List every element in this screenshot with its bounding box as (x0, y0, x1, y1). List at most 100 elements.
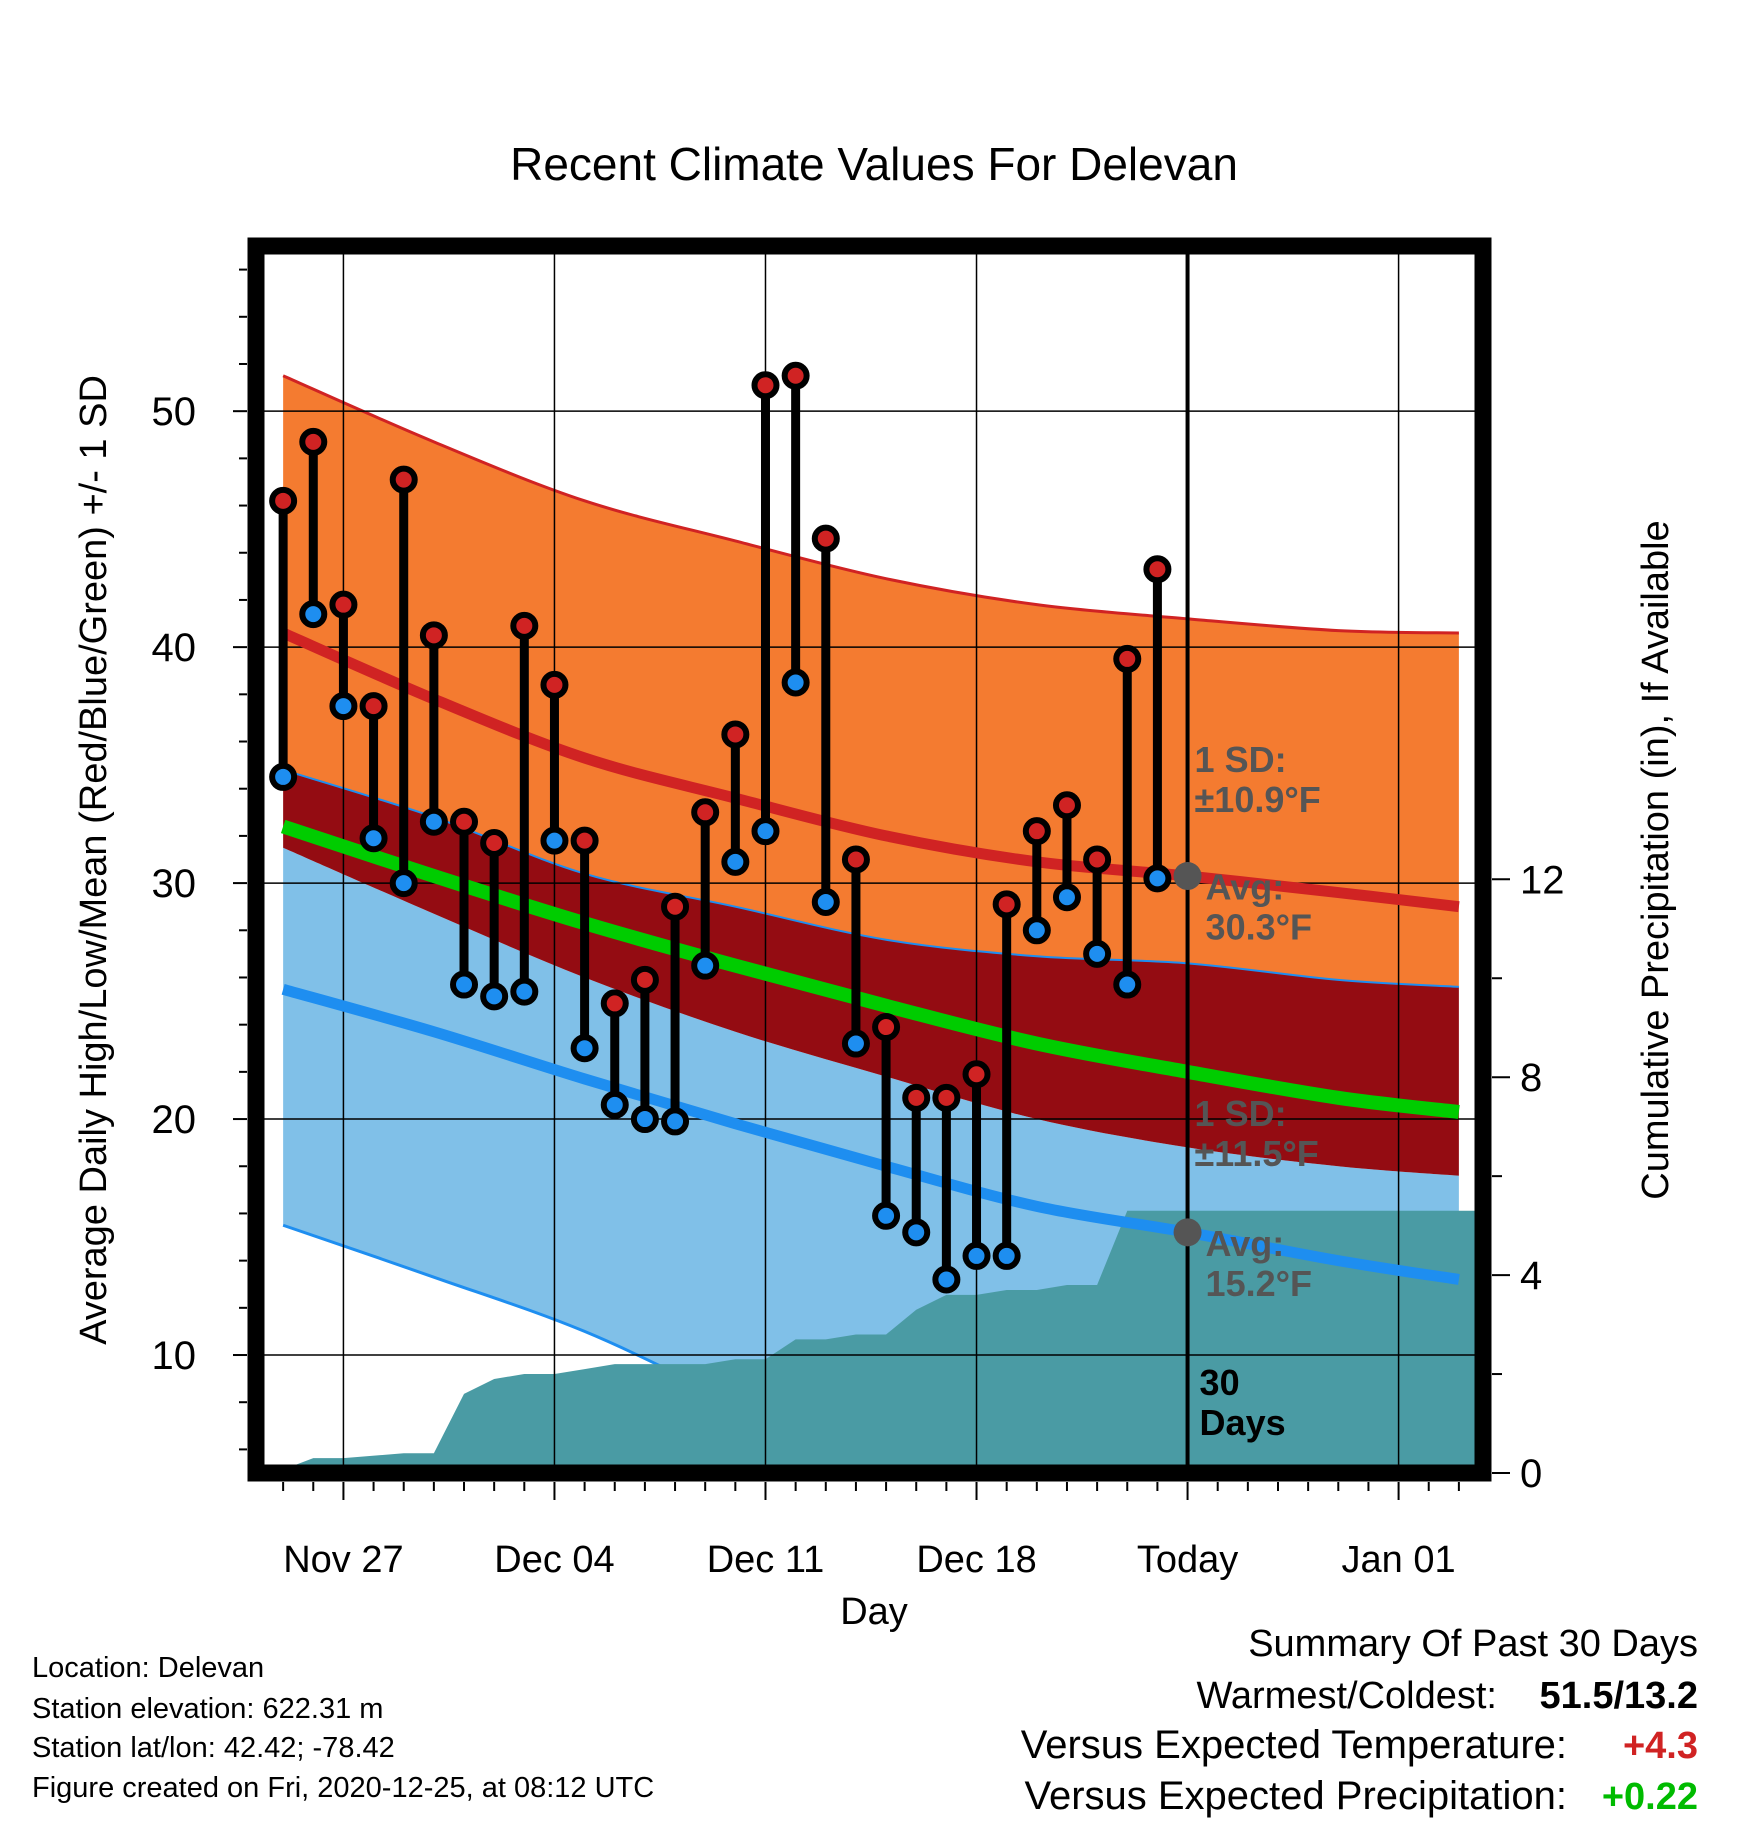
daily-high-point (299, 427, 328, 456)
daily-high-point (630, 965, 659, 994)
summary-precip-label: Versus Expected Precipitation: (1024, 1774, 1567, 1818)
info-location: Location: Delevan (32, 1652, 264, 1684)
high-plus-sd-edge (282, 374, 1459, 635)
low-sd-annotation: 1 SD:±11.5°F (1195, 1093, 1319, 1174)
y2-axis-label: Cumulative Precipitation (in), If Availa… (1635, 520, 1677, 1199)
daily-high-point (359, 692, 388, 721)
daily-high-point (600, 989, 629, 1018)
low-avg-annotation: Avg:15.2°F (1206, 1223, 1312, 1304)
daily-high-point (329, 590, 358, 619)
daily-high-point (480, 828, 509, 857)
daily-low-point (389, 869, 418, 898)
daily-low-point (721, 847, 750, 876)
x-tick-label: Dec 18 (916, 1539, 1036, 1581)
days-annotation-value: Days (1200, 1402, 1286, 1443)
daily-low-point (329, 692, 358, 721)
daily-high-point (781, 361, 810, 390)
high-sd-annotation-value: ±10.9°F (1195, 779, 1321, 820)
y2-tick-label: 4 (1520, 1254, 1542, 1298)
y-tick-label: 20 (152, 1098, 197, 1142)
x-tick-label: Today (1137, 1539, 1238, 1581)
y-axis-label: Average Daily High/Low/Mean (Red/Blue/Gr… (73, 375, 115, 1345)
today-high-avg-marker (1173, 862, 1202, 891)
axes: 10 20 30 40 50 0 4 8 12 Nov 27 Dec 04 Dec 11 Dec 18 T… (152, 237, 1565, 1581)
summary-warm-cold-value: 51.5/13.2 (1540, 1675, 1698, 1717)
summary-title: Summary Of Past 30 Days (1248, 1623, 1698, 1665)
high-avg-annotation: Avg:30.3°F (1206, 867, 1312, 948)
normal-high-line (280, 627, 1460, 913)
daily-low-point (630, 1105, 659, 1134)
daily-high-point (1143, 555, 1172, 584)
plot-frame (247, 237, 1492, 1482)
precip-area (274, 1210, 1483, 1473)
info-elevation: Station elevation: 622.31 m (32, 1693, 383, 1725)
daily-high-point (540, 670, 569, 699)
y2-tick-label: 0 (1520, 1452, 1542, 1496)
days-annotation-label: 30 (1200, 1362, 1240, 1403)
daily-high-point (1113, 644, 1142, 673)
summary-temp-label: Versus Expected Temperature: (1021, 1723, 1567, 1767)
high-sd-annotation: 1 SD:±10.9°F (1195, 739, 1321, 820)
y2-tick-label: 12 (1520, 858, 1565, 902)
daily-low-point (932, 1265, 961, 1294)
daily-high-point (872, 1013, 901, 1042)
daily-high-point (841, 845, 870, 874)
high-minus-sd-edge (282, 768, 1459, 988)
daily-low-point (1022, 916, 1051, 945)
daily-low-point (841, 1029, 870, 1058)
daily-low-point (751, 817, 780, 846)
x-tick-label: Dec 11 (707, 1539, 825, 1581)
daily-high-point (389, 465, 418, 494)
daily-low-point (992, 1241, 1021, 1270)
low-sd-annotation-value: ±11.5°F (1195, 1133, 1319, 1174)
daily-high-point (570, 826, 599, 855)
daily-high-point (751, 371, 780, 400)
daily-low-point (661, 1107, 690, 1136)
normal-mean-line (280, 819, 1460, 1119)
daily-low-point (570, 1034, 599, 1063)
daily-low-point (811, 887, 840, 916)
daily-high-point (450, 807, 479, 836)
y-tick-label: 40 (152, 626, 197, 670)
chart-title: Recent Climate Values For Delevan (510, 138, 1238, 190)
daily-low-point (450, 970, 479, 999)
summary-warm-cold-label: Warmest/Coldest: (1196, 1675, 1497, 1717)
summary-precip-value: +0.22 (1602, 1776, 1698, 1818)
summary-panel: Summary Of Past 30 Days Warmest/Coldest:… (1021, 1623, 1698, 1818)
daily-low-point (1052, 883, 1081, 912)
daily-high-point (1022, 817, 1051, 846)
daily-low-point (540, 826, 569, 855)
daily-low-point (299, 600, 328, 629)
daily-low-point (510, 977, 539, 1006)
today-low-avg-marker (1173, 1218, 1202, 1247)
daily-high-point (661, 892, 690, 921)
y-tick-label: 30 (152, 862, 197, 906)
y-tick-label: 10 (152, 1334, 197, 1378)
daily-low-point (480, 982, 509, 1011)
low-sd-annotation-label: 1 SD: (1195, 1093, 1287, 1134)
daily-high-point (419, 621, 448, 650)
daily-low-point (902, 1218, 931, 1247)
high-avg-annotation-label: Avg: (1206, 867, 1285, 908)
high-sd-annotation-label: 1 SD: (1195, 739, 1287, 780)
x-tick-label: Nov 27 (283, 1539, 403, 1581)
daily-high-point (269, 486, 298, 515)
info-latlon: Station lat/lon: 42.42; -78.42 (32, 1732, 395, 1764)
summary-temp-value: +4.3 (1623, 1725, 1698, 1767)
daily-high-point (1052, 791, 1081, 820)
daily-high-point (721, 720, 750, 749)
y2-tick-label: 8 (1520, 1056, 1542, 1100)
daily-low-point (962, 1241, 991, 1270)
x-tick-label: Dec 04 (494, 1539, 614, 1581)
daily-low-point (419, 807, 448, 836)
daily-low-point (872, 1201, 901, 1230)
x-tick-label: Jan 01 (1342, 1539, 1456, 1581)
daily-high-point (932, 1083, 961, 1112)
daily-high-point (811, 524, 840, 553)
daily-low-point (691, 951, 720, 980)
daily-low-point (600, 1090, 629, 1119)
daily-high-point (992, 890, 1021, 919)
y-tick-label: 50 (152, 390, 197, 434)
